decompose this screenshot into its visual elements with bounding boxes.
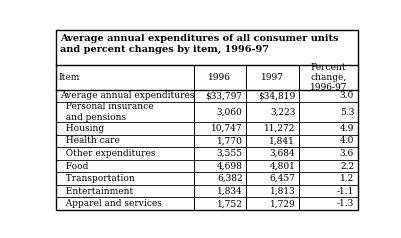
Text: -1.1: -1.1: [337, 187, 354, 196]
Text: Food: Food: [60, 162, 89, 171]
Text: 1,813: 1,813: [269, 187, 295, 196]
Text: Transportation: Transportation: [60, 174, 135, 183]
Text: 1,841: 1,841: [269, 136, 295, 145]
Text: 10,747: 10,747: [211, 124, 243, 133]
Text: 4,698: 4,698: [217, 162, 243, 171]
Text: 3.6: 3.6: [340, 149, 354, 158]
Text: Apparel and services: Apparel and services: [60, 199, 162, 208]
Text: Housing: Housing: [60, 124, 104, 133]
Text: 3,684: 3,684: [269, 149, 295, 158]
Text: 3.0: 3.0: [340, 91, 354, 100]
Text: Health care: Health care: [60, 136, 120, 145]
Text: 1997: 1997: [261, 73, 284, 82]
Text: 1,752: 1,752: [217, 199, 243, 208]
Text: 2.2: 2.2: [340, 162, 354, 171]
Text: 11,272: 11,272: [264, 124, 295, 133]
Text: 6,382: 6,382: [217, 174, 243, 183]
Text: 1996: 1996: [209, 73, 231, 82]
Text: Entertainment: Entertainment: [60, 187, 133, 196]
Text: Average annual expenditures: Average annual expenditures: [60, 91, 194, 100]
Text: 3,223: 3,223: [270, 108, 295, 117]
Text: 4.0: 4.0: [340, 136, 354, 145]
Text: Other expenditures: Other expenditures: [60, 149, 156, 158]
Text: 1,770: 1,770: [217, 136, 243, 145]
Text: 4,801: 4,801: [269, 162, 295, 171]
Text: 3,555: 3,555: [217, 149, 243, 158]
Text: 3,060: 3,060: [217, 108, 243, 117]
Text: Percent
change,
1996-97: Percent change, 1996-97: [310, 63, 347, 92]
Text: 1.2: 1.2: [340, 174, 354, 183]
Text: Personal insurance
  and pensions: Personal insurance and pensions: [60, 103, 154, 122]
Text: Item: Item: [59, 73, 80, 82]
Text: 5.3: 5.3: [340, 108, 354, 117]
Text: $34,819: $34,819: [258, 91, 295, 100]
Text: 4.9: 4.9: [340, 124, 354, 133]
Text: 6,457: 6,457: [269, 174, 295, 183]
Text: 1,729: 1,729: [269, 199, 295, 208]
Text: Average annual expenditures of all consumer units
and percent changes by item, 1: Average annual expenditures of all consu…: [60, 34, 338, 54]
Text: -1.3: -1.3: [337, 199, 354, 208]
Text: 1,834: 1,834: [217, 187, 243, 196]
Text: $33,797: $33,797: [205, 91, 243, 100]
